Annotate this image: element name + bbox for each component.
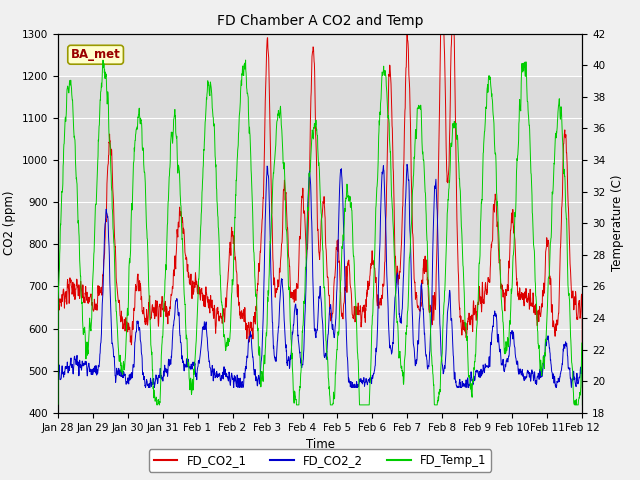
Legend: FD_CO2_1, FD_CO2_2, FD_Temp_1: FD_CO2_1, FD_CO2_2, FD_Temp_1 <box>149 449 491 472</box>
Y-axis label: Temperature (C): Temperature (C) <box>611 175 624 272</box>
X-axis label: Time: Time <box>305 438 335 451</box>
Text: BA_met: BA_met <box>70 48 120 61</box>
Y-axis label: CO2 (ppm): CO2 (ppm) <box>3 191 16 255</box>
Bar <box>58 76 582 244</box>
Title: FD Chamber A CO2 and Temp: FD Chamber A CO2 and Temp <box>217 14 423 28</box>
